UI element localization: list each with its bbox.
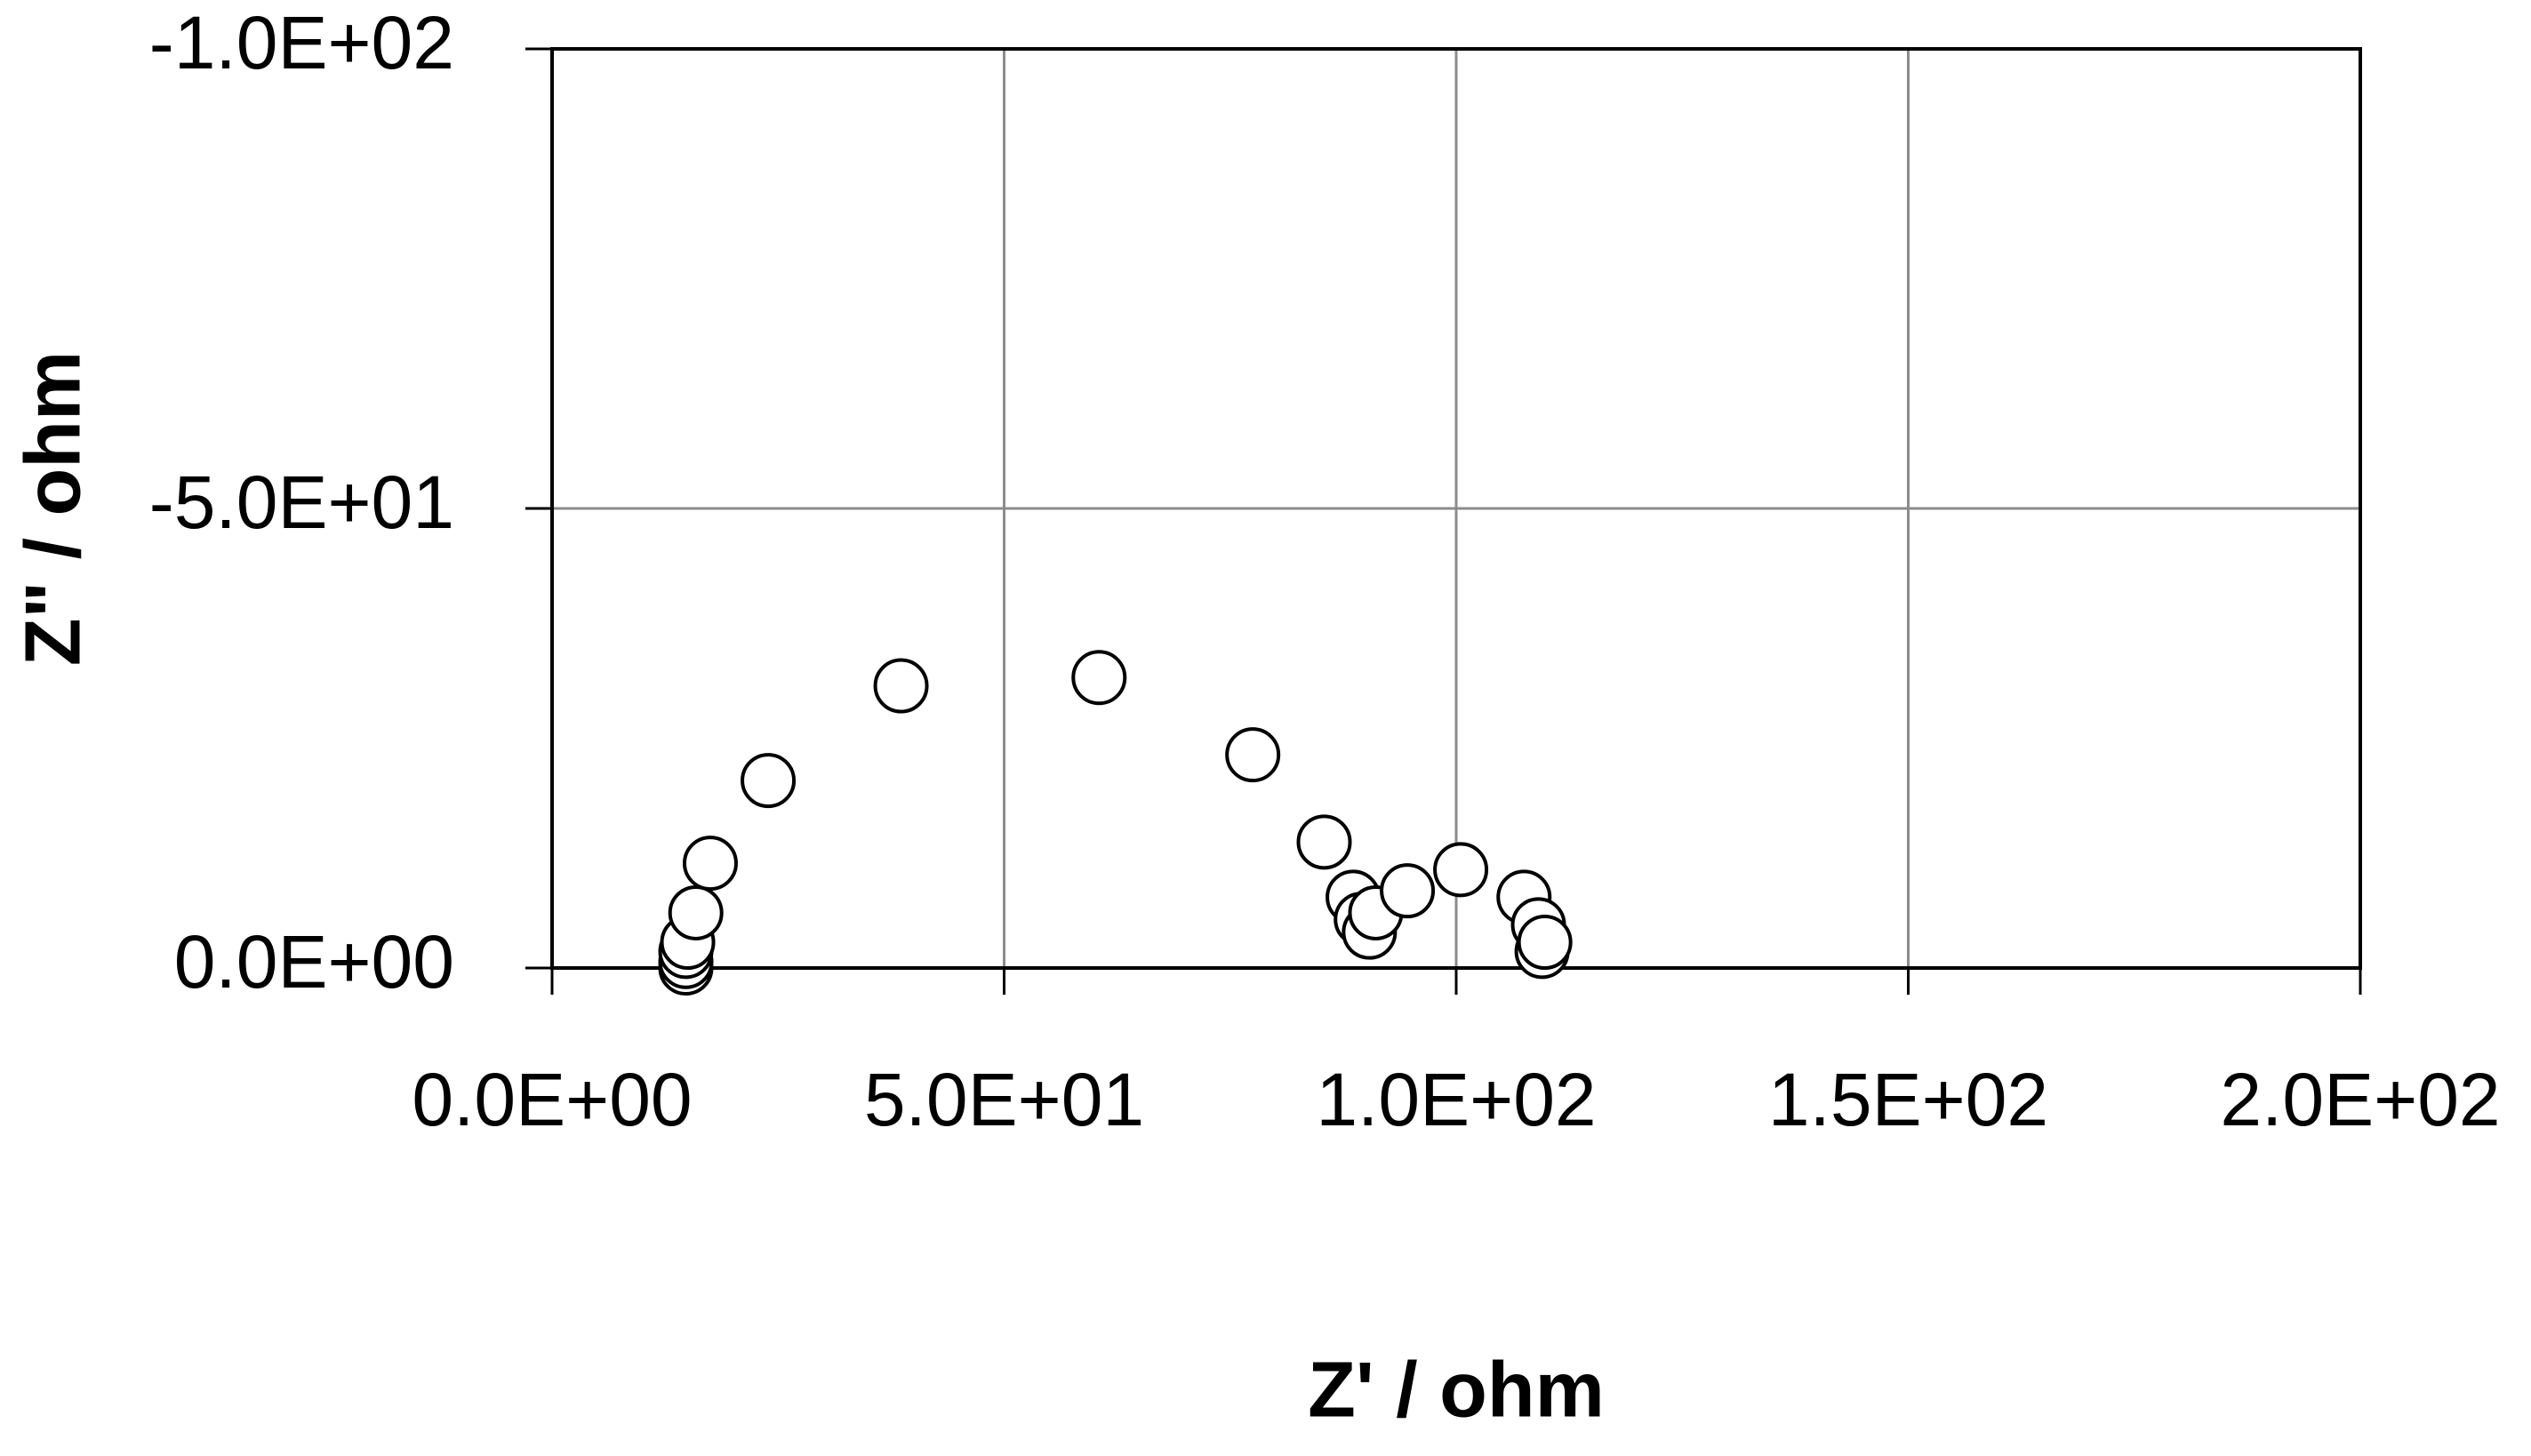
data-point [873,658,929,714]
x-axis-title: Z' / ohm [1308,1345,1605,1433]
x-tick-label: 5.0E+01 [864,1058,1144,1141]
data-point [668,884,724,940]
y-tick-label: -5.0E+01 [149,460,454,544]
y-axis-title: Z" / ohm [8,351,96,667]
data-point [682,836,738,892]
data-point [1225,727,1281,783]
data-point [1517,915,1573,971]
data-point [1296,814,1352,870]
x-tick-label: 2.0E+02 [2220,1058,2500,1141]
y-tick-label: 0.0E+00 [174,920,454,1004]
x-tick-label: 1.5E+02 [1768,1058,2048,1141]
plot-frame [550,47,2362,970]
x-tick-label: 0.0E+00 [412,1058,692,1141]
data-point [1380,863,1436,919]
x-tick-label: 1.0E+02 [1316,1058,1596,1141]
data-point [1071,650,1127,706]
data-point [1433,842,1489,898]
y-tick-label: -1.0E+02 [149,1,454,84]
data-point [741,753,797,809]
